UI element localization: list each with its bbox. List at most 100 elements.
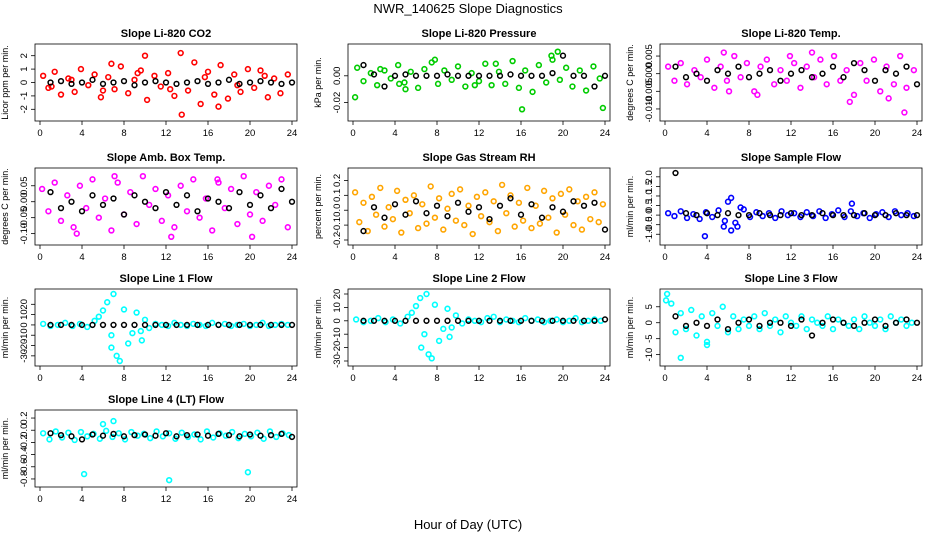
x-tick-label: 16 [203,373,214,384]
data-point [431,214,439,221]
data-point [671,77,678,84]
reference-point [194,321,201,329]
data-point [435,195,443,202]
y-tick-label: -0.10 [19,223,30,245]
data-point [351,94,359,101]
data-point [482,189,489,196]
reference-point [288,321,296,329]
y-tick-label: 0.2 [332,174,343,187]
data-point [693,332,700,339]
data-point [273,433,280,441]
data-point [121,436,129,443]
y-tick-label: -20 [19,339,30,353]
data-point [127,188,134,196]
data-point [823,81,830,88]
data-point [102,427,110,435]
data-point [202,195,210,202]
data-point [591,189,598,196]
reference-point [131,321,138,329]
reference-point [225,431,233,439]
data-point [751,313,758,320]
data-point [717,63,724,70]
data-point [763,56,771,63]
y-tick-label: 10 [19,309,30,320]
panel-title: Slope Sample Flow [741,152,842,164]
reference-point [829,316,837,323]
reference-point [204,432,212,439]
data-point [368,193,376,201]
x-tick-label: 4 [79,494,84,505]
reference-point [246,431,254,438]
reference-point [225,76,233,83]
data-point [737,74,744,81]
reference-point [892,210,900,217]
data-point [110,417,117,425]
data-point [724,198,732,205]
data-point [866,214,873,222]
data-point [165,430,173,437]
reference-point [412,317,420,324]
data-point [177,49,184,57]
data-point [85,81,92,89]
data-point [183,208,191,215]
data-point [448,190,455,198]
data-point [903,84,910,91]
data-point [215,103,222,110]
data-point [54,321,62,329]
data-point [711,84,718,91]
data-point [721,217,729,225]
data-point [662,297,670,304]
data-point [354,64,361,71]
plot-frame [659,43,923,122]
data-point [224,95,232,102]
panel-6: Slope Sample Flow ml/min per min. 0 4 8 12 16 2… [625,152,923,263]
reference-point [246,79,254,86]
reference-point [570,198,577,205]
x-tick-label: 0 [37,373,42,384]
data-point [808,316,816,323]
reference-point [57,321,65,329]
data-point [490,313,497,320]
data-point [486,218,493,226]
data-point [599,104,607,112]
data-point [45,84,52,92]
data-point [414,224,422,232]
reference-point [913,319,921,326]
reference-point [672,63,679,70]
x-tick-label: 12 [161,128,172,139]
panel-title: Slope Line 4 (LT) Flow [108,394,224,406]
plot-frame [34,409,298,488]
reference-point [183,192,191,199]
data-point [91,71,98,78]
y-tick-label: 0.000 [644,62,655,86]
reference-point [517,72,525,79]
reference-point [861,319,868,326]
data-point [803,325,810,333]
x-tick-label: 16 [203,252,214,263]
data-point [883,63,890,70]
data-point [184,87,192,94]
data-point [448,76,455,84]
reference-point [882,211,889,219]
plot-frame [347,43,611,122]
reference-point [549,317,556,324]
reference-point [183,321,191,329]
data-point [871,322,879,330]
data-point [553,229,560,236]
data-point [108,60,115,67]
data-point [141,316,149,323]
x-tick-label: 0 [350,252,355,263]
data-point [196,214,203,221]
data-point [727,194,735,202]
data-point [387,75,394,82]
x-tick-label: 12 [786,373,797,384]
data-point [266,428,274,435]
data-point [65,429,72,436]
reference-point [89,76,96,83]
data-point [70,224,77,231]
reference-point [423,210,430,217]
y-axis-label: percent per min. [313,174,323,239]
y-tick-label: 0.0 [19,424,30,437]
x-tick-label: 12 [474,373,485,384]
